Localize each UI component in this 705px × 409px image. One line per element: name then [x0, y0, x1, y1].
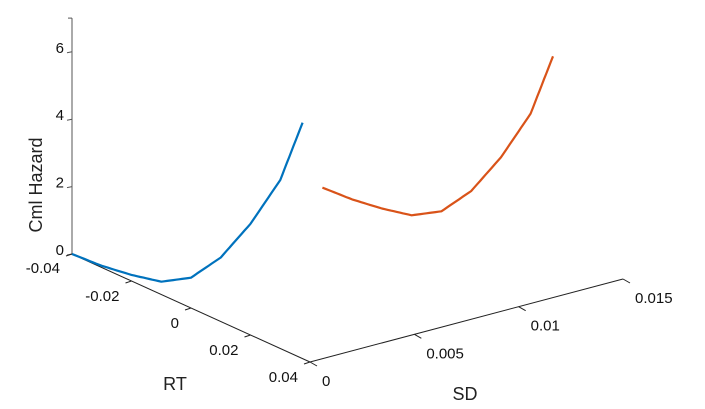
z-tick-label: 0	[56, 242, 64, 259]
x-tick	[244, 334, 251, 338]
y-axis-line	[309, 278, 624, 363]
z-tick-label: 2	[56, 175, 64, 192]
y-tick	[309, 361, 318, 367]
y-tick	[518, 306, 526, 312]
z-tick	[66, 118, 73, 121]
x-tick-label: 0.02	[209, 342, 238, 359]
y-tick	[414, 333, 422, 339]
series-line-2	[321, 55, 555, 217]
y-tick	[622, 278, 631, 284]
y-tick-label: 0	[322, 373, 330, 390]
x-tick	[65, 253, 73, 257]
x-tick-label: 0	[171, 315, 179, 332]
series-line-1	[71, 122, 304, 283]
z-tick	[66, 51, 73, 54]
axes: 0 2 4 6 -0.04 -0.02 0 0.02 0.04 0 0.005 0.01 0.015	[26, 17, 673, 390]
y-tick-label: 0.005	[426, 345, 464, 362]
y-axis-label: SD	[452, 384, 477, 404]
y-tick-label: 0.01	[531, 318, 560, 335]
x-tick	[125, 280, 132, 284]
y-tick-label: 0.015	[635, 290, 673, 307]
z-axis-label: Cml Hazard	[26, 137, 46, 232]
z-tick-label: 6	[56, 40, 64, 57]
series-lines	[71, 55, 555, 283]
x-tick-label: 0.04	[269, 369, 298, 386]
x-tick-label: -0.02	[85, 288, 119, 305]
z-tick	[66, 186, 73, 189]
x-tick-label: -0.04	[26, 260, 60, 277]
x-tick	[184, 307, 192, 311]
x-tick	[303, 361, 311, 365]
x-axis-label: RT	[163, 374, 187, 394]
z-tick-label: 4	[56, 107, 64, 124]
